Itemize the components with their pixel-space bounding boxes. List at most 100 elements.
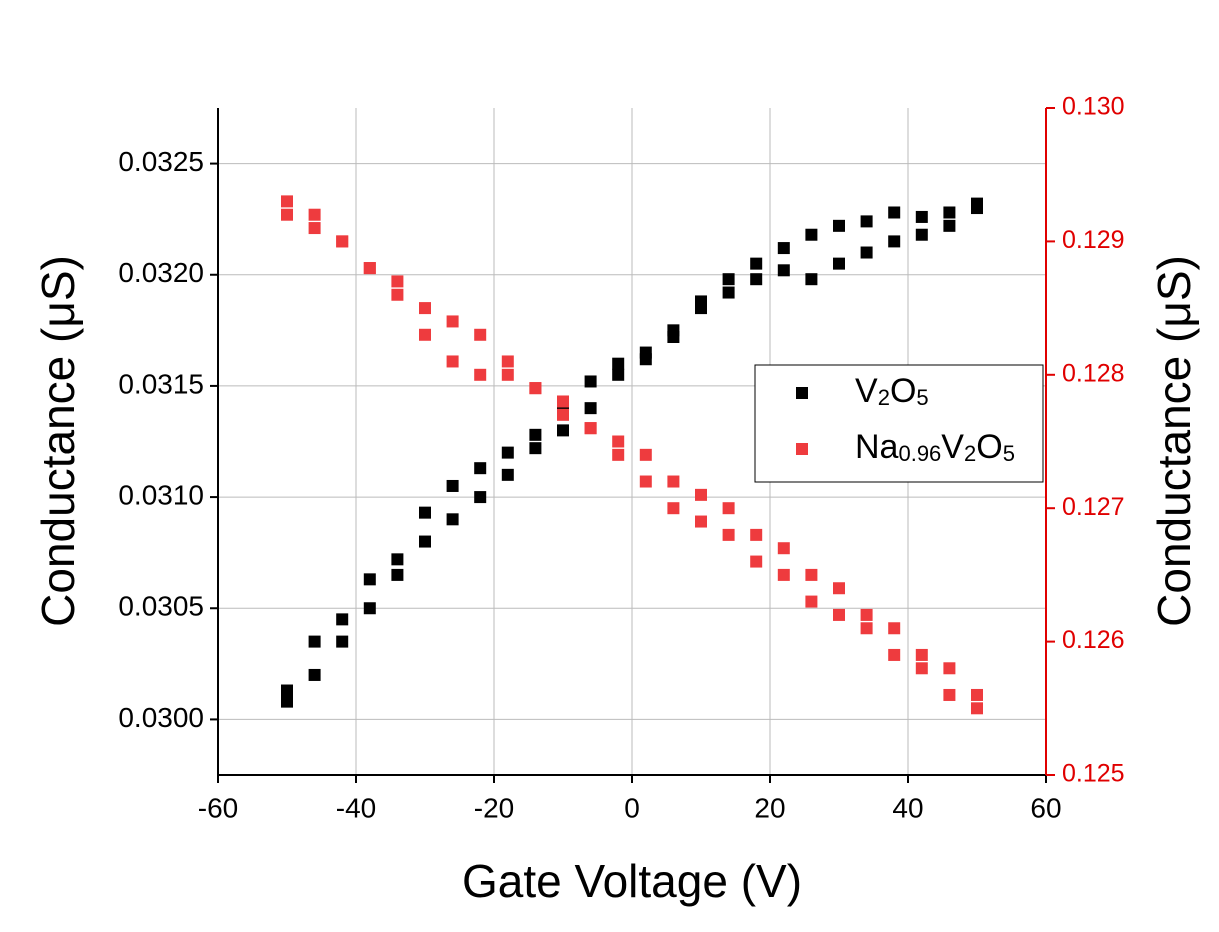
point — [833, 219, 845, 232]
point — [750, 528, 763, 541]
point — [612, 435, 625, 448]
x-tick-label: 40 — [892, 792, 923, 823]
point — [750, 273, 763, 286]
point — [281, 195, 293, 208]
point — [391, 568, 404, 581]
point — [501, 355, 514, 368]
point — [501, 446, 514, 459]
x-tick-label: 0 — [624, 792, 640, 823]
point — [888, 235, 901, 248]
y2-tick-label: 0.126 — [1062, 626, 1125, 654]
y2-tick-label: 0.127 — [1062, 493, 1125, 521]
y-tick-label: 0.0305 — [118, 591, 204, 622]
point — [446, 513, 459, 526]
y2-axis-label: Conductance (μS) — [1148, 255, 1200, 627]
point — [888, 648, 901, 661]
point — [860, 608, 873, 621]
point — [915, 648, 928, 661]
point — [612, 368, 625, 381]
point — [639, 475, 652, 488]
point — [695, 302, 707, 315]
legend-label: V2O5 — [855, 372, 929, 410]
point — [391, 275, 404, 288]
x-tick-label: -40 — [336, 792, 376, 823]
y2-tick-label: 0.125 — [1062, 760, 1125, 788]
y-tick-label: 0.0300 — [118, 702, 204, 733]
point — [667, 475, 680, 488]
point — [915, 662, 928, 675]
point — [639, 448, 652, 461]
point — [722, 273, 735, 286]
point — [363, 602, 376, 615]
point — [943, 688, 956, 701]
point — [833, 257, 845, 270]
point — [336, 235, 349, 248]
point — [557, 395, 569, 408]
point — [667, 502, 680, 515]
y-tick-label: 0.0325 — [118, 146, 204, 177]
point — [805, 273, 818, 286]
legend-label: Na0.96V2O5 — [855, 428, 1015, 466]
point — [971, 702, 983, 715]
point — [336, 635, 349, 648]
point — [805, 568, 818, 581]
point — [805, 228, 818, 241]
point — [419, 302, 431, 315]
point — [391, 553, 404, 566]
point — [474, 328, 487, 341]
point — [943, 219, 956, 232]
point — [860, 622, 873, 635]
point — [639, 353, 652, 366]
point — [501, 368, 514, 381]
point — [722, 528, 735, 541]
point — [308, 222, 321, 235]
point — [281, 208, 293, 221]
point — [308, 208, 321, 221]
point — [474, 491, 487, 504]
x-tick-label: -20 — [474, 792, 514, 823]
point — [474, 368, 487, 381]
point — [667, 331, 680, 344]
point — [971, 197, 983, 210]
point — [336, 613, 349, 626]
point — [860, 246, 873, 259]
point — [612, 357, 625, 370]
point — [584, 402, 597, 415]
y-tick-label: 0.0320 — [118, 257, 204, 288]
point — [557, 424, 569, 437]
point — [915, 228, 928, 241]
point — [529, 428, 542, 441]
point — [971, 688, 983, 701]
point — [915, 210, 928, 223]
point — [750, 257, 763, 270]
point — [612, 448, 625, 461]
point — [446, 355, 459, 368]
point — [529, 382, 542, 395]
point — [833, 582, 845, 595]
point — [557, 408, 569, 421]
x-axis-label: Gate Voltage (V) — [462, 855, 802, 907]
point — [888, 206, 901, 219]
point — [584, 422, 597, 435]
point — [419, 535, 431, 548]
point — [419, 328, 431, 341]
point — [308, 635, 321, 648]
x-tick-label: 60 — [1030, 792, 1061, 823]
point — [474, 462, 487, 475]
point — [529, 442, 542, 455]
point — [860, 215, 873, 228]
point — [584, 375, 597, 388]
point — [363, 262, 376, 275]
point — [777, 542, 790, 555]
point — [363, 573, 376, 586]
point — [419, 506, 431, 519]
point — [943, 662, 956, 675]
point — [777, 242, 790, 255]
point — [888, 622, 901, 635]
point — [805, 595, 818, 608]
point — [501, 468, 514, 481]
point — [446, 315, 459, 328]
point — [750, 555, 763, 568]
y-axis-label: Conductance (μS) — [32, 255, 84, 627]
